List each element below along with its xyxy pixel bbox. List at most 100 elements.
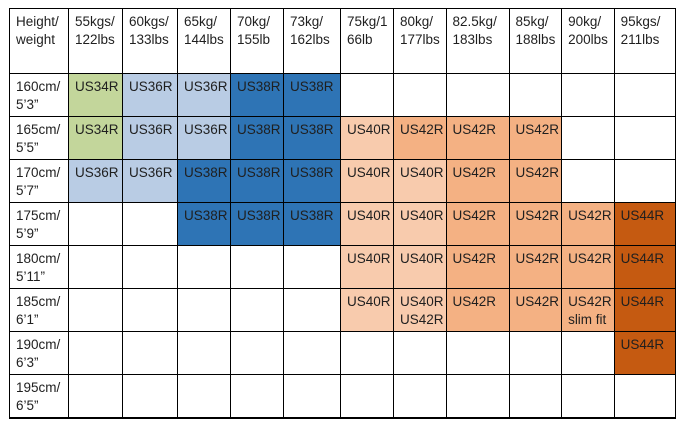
height-row-label: 185cm/ 6’1” <box>9 288 69 332</box>
size-cell: US42R <box>508 245 563 289</box>
empty-cell <box>68 374 123 419</box>
empty-cell <box>122 374 178 419</box>
empty-cell <box>230 374 284 419</box>
height-row-label: 165cm/ 5’5” <box>9 116 69 160</box>
size-cell: US38R <box>283 159 341 203</box>
size-cell: US40R <box>340 245 394 289</box>
table-row: 165cm/ 5’5” US34R US36R US36R US38R US38R US40… <box>9 116 676 160</box>
weight-header-cell: 80kg/ 177lbs <box>393 8 447 74</box>
size-cell: US38R <box>283 116 341 160</box>
empty-cell <box>230 245 284 289</box>
size-cell: US38R <box>230 202 284 246</box>
weight-header-cell: 82.5kg/ 183lbs <box>445 8 510 74</box>
height-row-label: 195cm/ 6’5” <box>9 374 69 419</box>
size-cell: US38R <box>283 73 341 117</box>
size-cell: US36R <box>177 116 231 160</box>
height-row-label: 175cm/ 5’9” <box>9 202 69 246</box>
table-row: 190cm/ 6’3” US44R <box>9 331 676 375</box>
empty-cell <box>393 331 447 375</box>
empty-cell <box>393 374 447 419</box>
empty-cell <box>445 73 510 117</box>
empty-cell <box>613 73 676 117</box>
empty-cell <box>561 159 615 203</box>
table-row: 180cm/ 5’11” US40R US40R US42R US42R US42R US4… <box>9 245 676 289</box>
empty-cell <box>613 116 676 160</box>
empty-cell <box>283 374 341 419</box>
empty-cell <box>122 331 178 375</box>
table-row: 175cm/ 5’9” US38R US38R US38R US40R US40R US42… <box>9 202 676 246</box>
empty-cell <box>508 331 563 375</box>
size-cell: US40R <box>340 288 394 332</box>
empty-cell <box>122 245 178 289</box>
size-chart-table: Height/ weight 55kgs/ 122lbs 60kgs/ 133lb… <box>9 8 676 419</box>
weight-header-cell: 55kgs/ 122lbs <box>68 8 123 74</box>
table-row: 160cm/ 5’3” US34R US36R US36R US38R US38R <box>9 73 676 117</box>
empty-cell <box>283 245 341 289</box>
size-cell: US44R <box>613 288 676 332</box>
height-row-label: 170cm/ 5’7” <box>9 159 69 203</box>
size-cell: US36R <box>122 159 178 203</box>
size-cell: US40R <box>340 159 394 203</box>
size-cell: US36R <box>122 116 178 160</box>
empty-cell <box>122 202 178 246</box>
size-cell: US36R <box>68 159 123 203</box>
empty-cell <box>445 374 510 419</box>
empty-cell <box>230 288 284 332</box>
size-cell: US34R <box>68 73 123 117</box>
empty-cell <box>561 331 615 375</box>
empty-cell <box>561 374 615 419</box>
size-cell: US38R <box>177 159 231 203</box>
size-cell: US42R <box>445 159 510 203</box>
weight-header-cell: 70kg/ 155lb <box>230 8 284 74</box>
height-row-label: 190cm/ 6’3” <box>9 331 69 375</box>
empty-cell <box>340 374 394 419</box>
empty-cell <box>561 116 615 160</box>
table-header: Height/ weight 55kgs/ 122lbs 60kgs/ 133lb… <box>9 8 676 74</box>
height-weight-corner-cell: Height/ weight <box>9 8 69 74</box>
size-cell: US42R slim fit <box>561 288 615 332</box>
empty-cell <box>613 374 676 419</box>
size-chart-page: Height/ weight 55kgs/ 122lbs 60kgs/ 133lb… <box>9 8 676 419</box>
empty-cell <box>68 245 123 289</box>
empty-cell <box>283 288 341 332</box>
size-cell: US44R <box>613 331 676 375</box>
empty-cell <box>283 331 341 375</box>
size-cell: US42R <box>445 245 510 289</box>
size-cell: US38R <box>230 73 284 117</box>
size-cell: US42R <box>393 116 447 160</box>
empty-cell <box>508 374 563 419</box>
empty-cell <box>445 331 510 375</box>
empty-cell <box>230 331 284 375</box>
empty-cell <box>68 202 123 246</box>
size-cell: US36R <box>122 73 178 117</box>
empty-cell <box>340 331 394 375</box>
size-cell: US42R <box>508 288 563 332</box>
weight-header-cell: 95kgs/ 211lbs <box>613 8 676 74</box>
weight-header-cell: 85kg/ 188lbs <box>508 8 563 74</box>
size-cell: US38R <box>230 159 284 203</box>
size-cell: US42R <box>561 202 615 246</box>
empty-cell <box>177 374 231 419</box>
empty-cell <box>340 73 394 117</box>
size-cell: US44R <box>613 245 676 289</box>
empty-cell <box>613 159 676 203</box>
weight-header-cell: 65kg/ 144lbs <box>177 8 231 74</box>
size-cell: US42R <box>508 116 563 160</box>
weight-header-cell: 90kg/ 200lbs <box>561 8 615 74</box>
size-cell: US40R <box>393 159 447 203</box>
size-cell: US38R <box>177 202 231 246</box>
size-cell: US42R <box>508 159 563 203</box>
size-cell: US42R <box>508 202 563 246</box>
size-cell: US40R <box>393 245 447 289</box>
size-cell: US40R US42R <box>393 288 447 332</box>
empty-cell <box>177 288 231 332</box>
empty-cell <box>68 331 123 375</box>
weight-header-cell: 60kgs/ 133lbs <box>122 8 178 74</box>
weight-header-cell: 75kg/1 66lb <box>340 8 394 74</box>
table-row: 185cm/ 6’1” US40R US40R US42R US42R US42R US4… <box>9 288 676 332</box>
size-cell: US44R <box>613 202 676 246</box>
header-row: Height/ weight 55kgs/ 122lbs 60kgs/ 133lb… <box>9 8 676 74</box>
empty-cell <box>561 73 615 117</box>
weight-header-cell: 73kg/ 162lbs <box>283 8 341 74</box>
empty-cell <box>177 331 231 375</box>
